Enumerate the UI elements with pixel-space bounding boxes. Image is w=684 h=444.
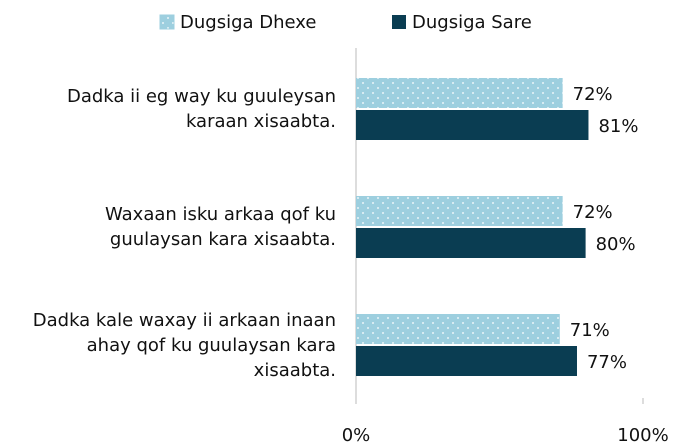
bar: [356, 314, 560, 344]
bar: [356, 228, 586, 258]
value-label: 72%: [573, 202, 613, 223]
bar: [356, 346, 577, 376]
legend-label: Dugsiga Sare: [412, 12, 532, 33]
category-label: Waxaan isku arkaa qof ku guulaysan kara …: [105, 204, 336, 250]
bar: [356, 110, 589, 140]
value-label: 81%: [598, 116, 638, 137]
value-label: 72%: [573, 84, 613, 105]
legend-swatch: [159, 14, 175, 30]
value-label: 77%: [587, 352, 627, 373]
category-label: Dadka kale waxay ii arkaan inaan ahay qo…: [32, 309, 336, 381]
legend-label: Dugsiga Dhexe: [180, 12, 316, 33]
legend-swatch: [392, 15, 406, 29]
x-tick-label: 100%: [617, 425, 668, 444]
bar: [356, 196, 563, 226]
value-label: 71%: [570, 320, 610, 341]
category-label: Dadka ii eg way ku guuleysan karaan xisa…: [66, 86, 336, 132]
bar: [356, 78, 563, 108]
value-label: 80%: [596, 234, 636, 255]
x-tick-label: 0%: [342, 425, 371, 444]
